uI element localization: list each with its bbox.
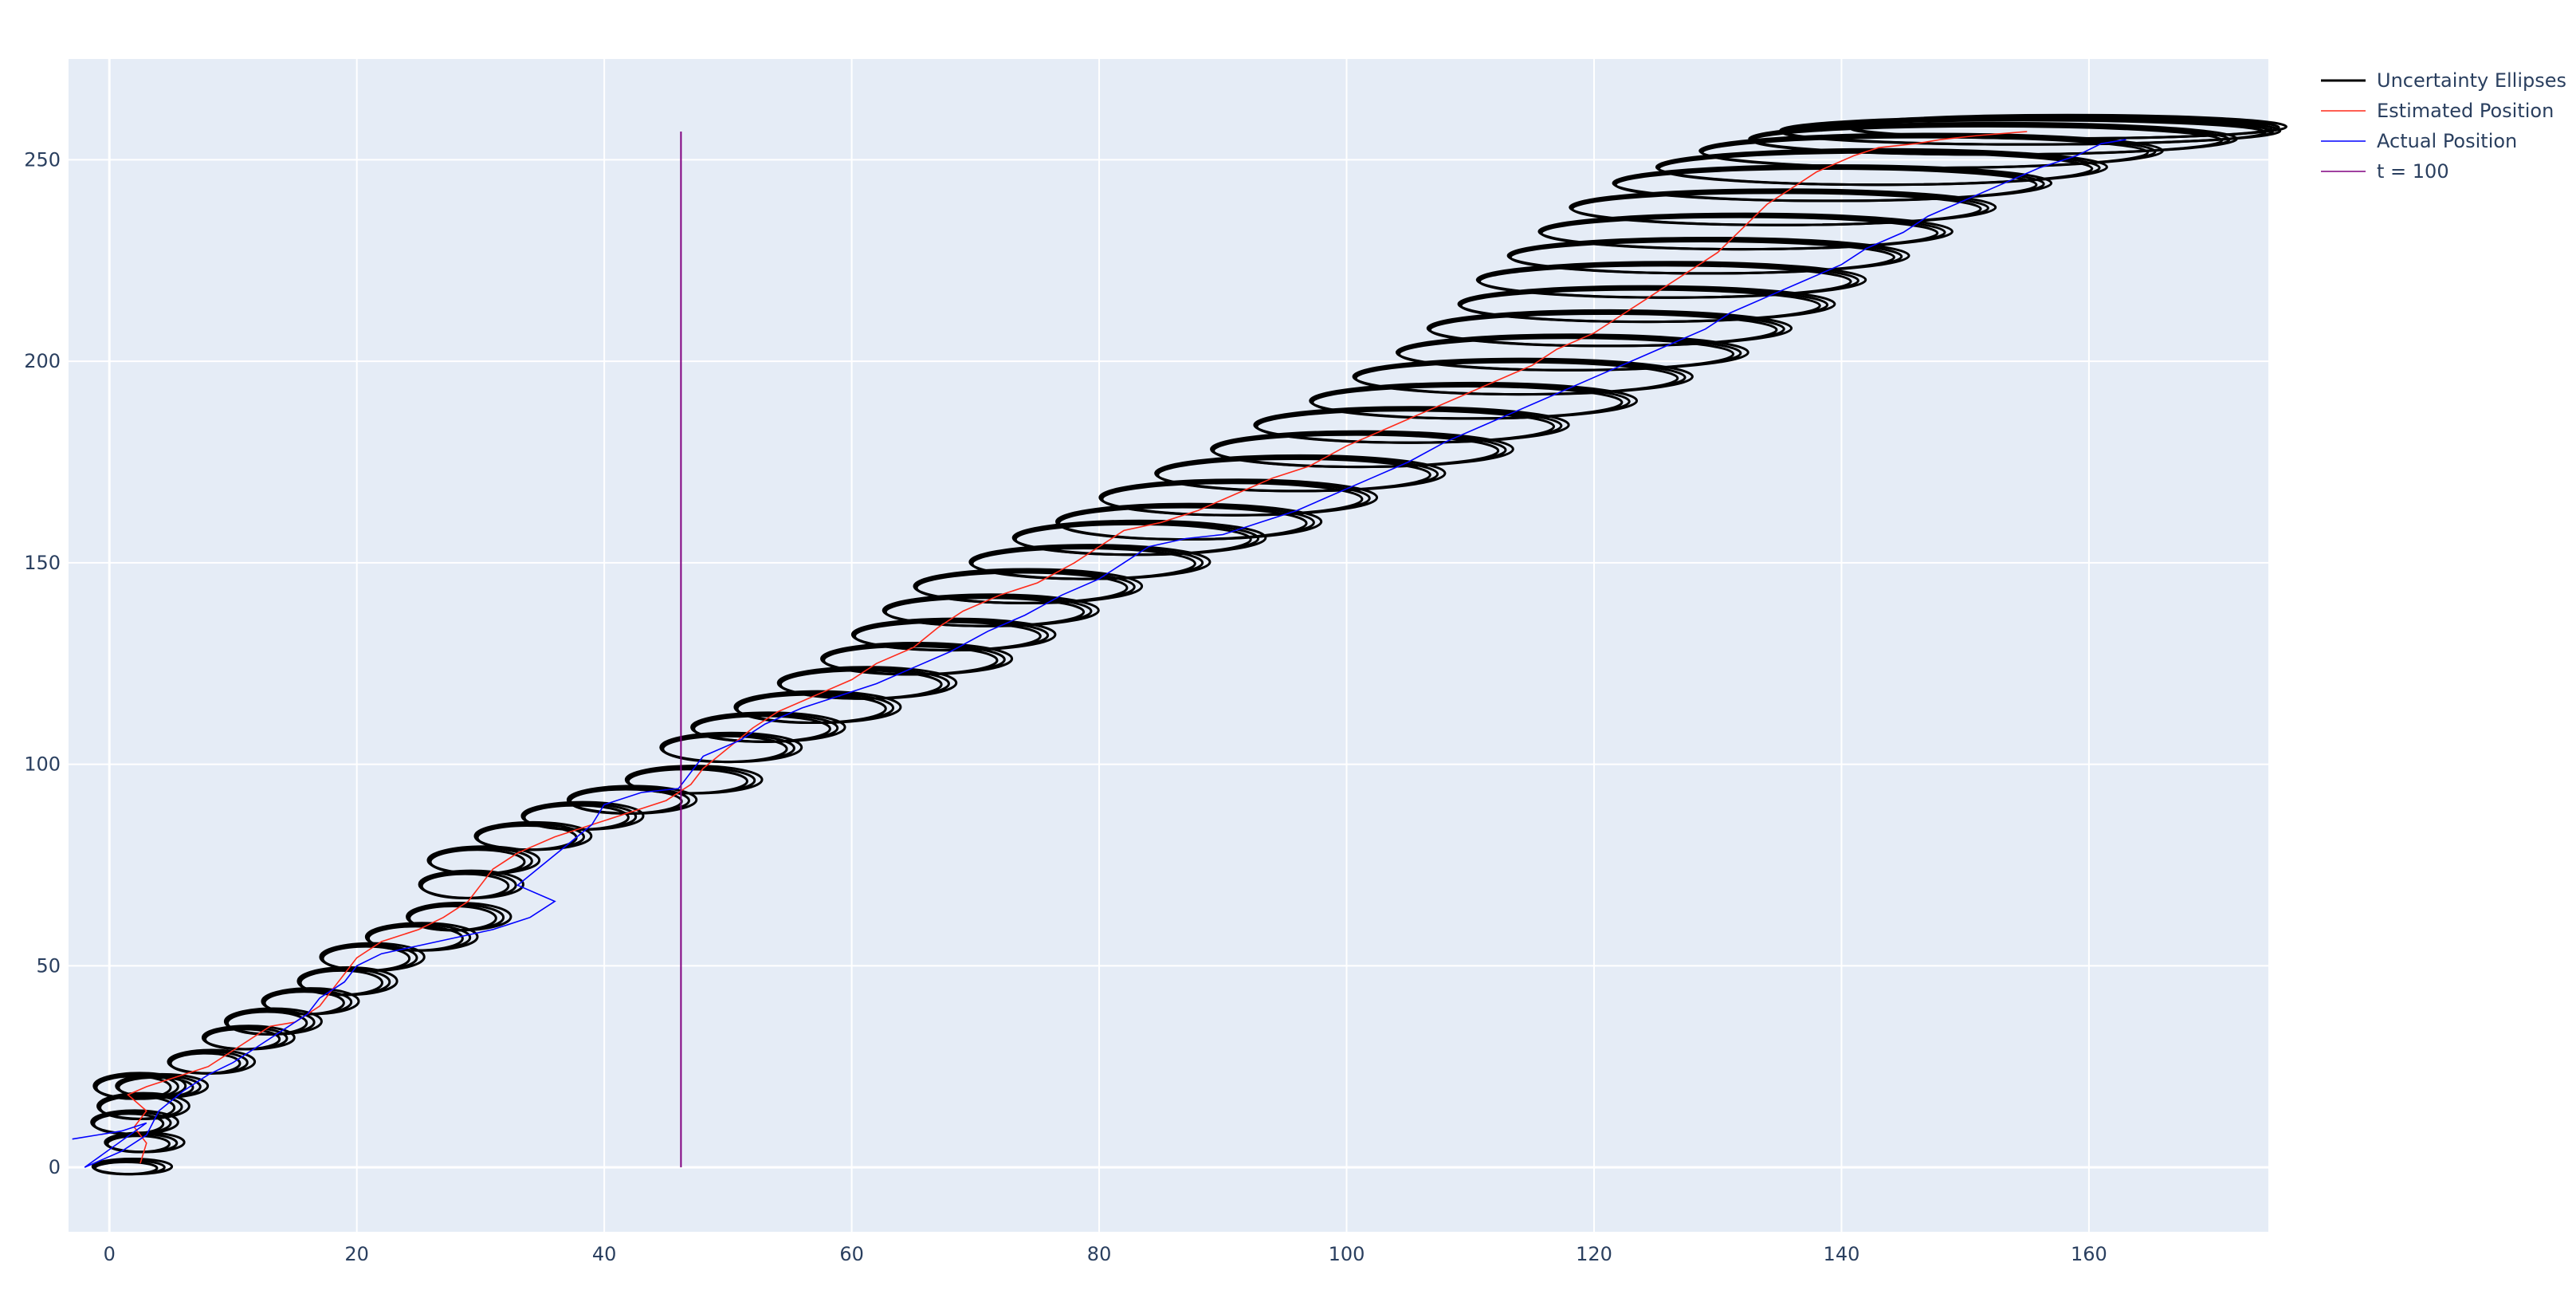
legend-item[interactable]: Actual Position <box>2321 130 2517 152</box>
uncertainty-ellipse <box>96 1091 190 1120</box>
uncertainty-ellipse <box>1154 454 1447 493</box>
uncertainty-ellipse <box>201 1025 296 1051</box>
legend-label: t = 100 <box>2377 160 2449 183</box>
uncertainty-ellipse <box>1537 212 1954 251</box>
uncertainty-ellipses <box>90 113 2288 1176</box>
uncertainty-ellipse <box>426 845 541 875</box>
x-tick-label: 0 <box>104 1243 116 1265</box>
plot-background <box>69 59 2268 1232</box>
y-tick-labels: 0 50 100 150 200 250 <box>24 148 61 1178</box>
uncertainty-ellipse <box>1098 478 1379 517</box>
legend-item[interactable]: t = 100 <box>2321 160 2449 183</box>
legend-label: Estimated Position <box>2377 100 2554 122</box>
y-tick-label: 150 <box>24 552 61 574</box>
x-tick-label: 120 <box>1576 1243 1612 1265</box>
y-tick-label: 50 <box>36 954 61 977</box>
estimated-position-line <box>127 131 2028 1164</box>
uncertainty-ellipse <box>1655 147 2108 187</box>
uncertainty-ellipse <box>1055 502 1323 541</box>
legend[interactable]: Uncertainty Ellipses Estimated Position Ac… <box>2321 69 2566 183</box>
uncertainty-ellipse <box>968 544 1211 580</box>
uncertainty-ellipse <box>296 966 399 997</box>
uncertainty-ellipse <box>690 711 846 743</box>
y-tick-label: 0 <box>49 1156 61 1178</box>
uncertainty-ellipse <box>659 731 803 764</box>
uncertainty-ellipse <box>1457 285 1836 324</box>
legend-label: Actual Position <box>2377 130 2517 152</box>
uncertainty-ellipse <box>364 922 479 952</box>
uncertainty-ellipse <box>1475 261 1867 299</box>
uncertainty-ellipse <box>1569 188 1997 226</box>
uncertainty-ellipse <box>261 987 360 1016</box>
uncertainty-ellipse <box>520 800 645 832</box>
uncertainty-ellipse <box>882 593 1100 627</box>
uncertainty-ellipse <box>1506 236 1910 275</box>
uncertainty-ellipse <box>1847 113 2288 140</box>
uncertainty-ellipse <box>1011 519 1267 557</box>
uncertainty-ellipse <box>733 690 902 725</box>
legend-item[interactable]: Estimated Position <box>2321 100 2554 122</box>
uncertainty-ellipse <box>913 568 1144 604</box>
uncertainty-ellipse <box>1426 309 1793 348</box>
uncertainty-ellipse <box>820 641 1014 676</box>
y-tick-label: 250 <box>24 148 61 171</box>
uncertainty-ellipse <box>776 666 958 700</box>
uncertainty-ellipse <box>473 820 593 851</box>
x-tick-label: 80 <box>1087 1243 1112 1265</box>
x-tick-labels: 0 20 40 60 80 100 120 140 160 <box>104 1243 2107 1265</box>
uncertainty-ellipse <box>1352 357 1694 396</box>
legend-label: Uncertainty Ellipses <box>2377 69 2566 92</box>
y-tick-label: 200 <box>24 350 61 372</box>
grid-lines <box>69 59 2268 1232</box>
uncertainty-ellipse <box>624 765 764 795</box>
actual-position-line <box>72 139 2126 1168</box>
uncertainty-ellipse <box>406 902 512 932</box>
uncertainty-ellipse <box>1253 406 1570 444</box>
uncertainty-ellipse <box>91 1158 174 1176</box>
uncertainty-ellipse <box>92 1072 187 1100</box>
y-tick-label: 100 <box>24 753 61 776</box>
x-tick-label: 20 <box>344 1243 369 1265</box>
x-tick-label: 140 <box>1824 1243 1860 1265</box>
uncertainty-ellipse <box>1395 333 1749 372</box>
x-tick-label: 100 <box>1329 1243 1365 1265</box>
x-tick-label: 40 <box>592 1243 617 1265</box>
uncertainty-ellipse <box>115 1072 210 1099</box>
legend-item[interactable]: Uncertainty Ellipses <box>2321 69 2566 92</box>
x-tick-label: 60 <box>839 1243 864 1265</box>
uncertainty-ellipse <box>1309 381 1639 420</box>
uncertainty-ellipse <box>90 1109 179 1135</box>
x-tick-label: 160 <box>2071 1243 2107 1265</box>
uncertainty-ellipse <box>1210 430 1514 469</box>
